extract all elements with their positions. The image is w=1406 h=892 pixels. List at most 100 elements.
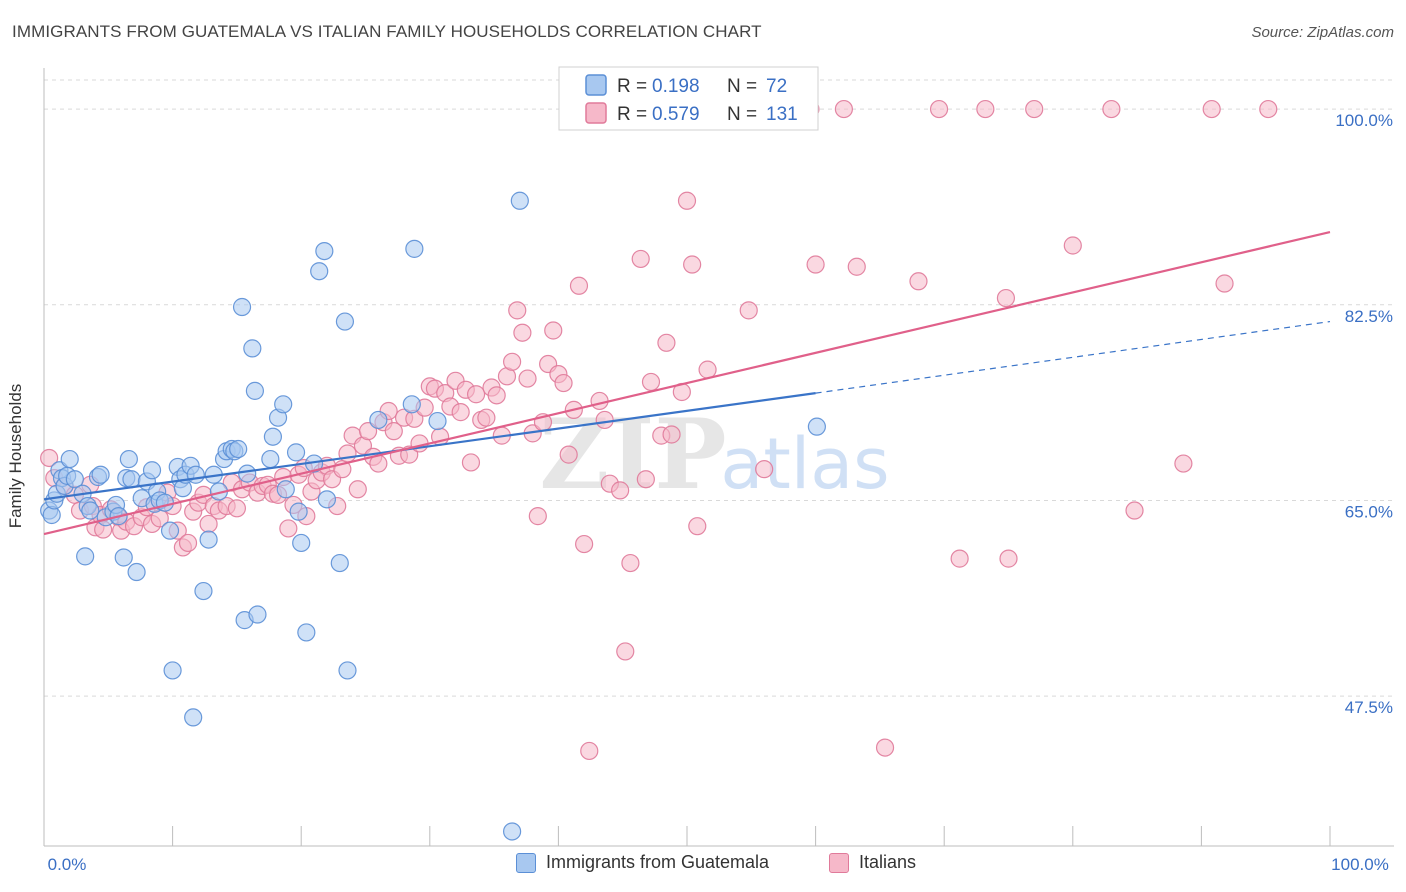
data-point-italians	[451, 403, 470, 422]
data-point-guatemala	[155, 493, 174, 512]
data-point-italians	[641, 372, 661, 392]
data-point-italians	[513, 323, 532, 342]
series-guatemala-points	[40, 191, 826, 841]
legend-label-italians: Italians	[859, 852, 917, 872]
data-point-italians	[621, 553, 640, 573]
data-point-italians	[677, 191, 697, 210]
data-point-guatemala	[335, 312, 355, 331]
y-tick-label: 65.0%	[1345, 502, 1393, 521]
trend-line-guatemala-extrapolated	[815, 320, 1331, 394]
legend-item-italians[interactable]: Italians	[829, 852, 916, 873]
data-point-guatemala	[238, 464, 257, 483]
data-point-italians	[569, 276, 589, 295]
data-point-italians	[1102, 99, 1121, 119]
legend-n-value: 131	[766, 104, 798, 125]
data-point-italians	[950, 549, 969, 568]
legend-r-label: R =	[617, 104, 647, 125]
data-point-italians	[616, 642, 635, 661]
series-italians-points	[40, 99, 1278, 761]
data-point-italians	[688, 517, 707, 536]
data-point-guatemala	[263, 427, 283, 446]
data-point-italians	[544, 321, 563, 340]
data-point-guatemala	[127, 562, 146, 582]
data-point-italians	[503, 352, 522, 371]
axes	[43, 68, 1394, 847]
data-point-guatemala	[310, 262, 329, 281]
data-point-guatemala	[315, 241, 334, 261]
data-point-guatemala	[317, 490, 337, 509]
data-point-italians	[739, 301, 758, 320]
watermark-atlas: atlas	[720, 423, 889, 505]
y-tick-label: 82.5%	[1345, 307, 1393, 326]
data-point-italians	[508, 301, 527, 320]
data-point-italians	[178, 533, 198, 553]
data-point-guatemala	[76, 547, 95, 566]
data-point-italians	[528, 507, 547, 526]
data-point-italians	[847, 257, 866, 276]
data-point-italians	[466, 385, 486, 404]
legend-swatch-blue	[516, 852, 536, 873]
data-point-guatemala	[91, 465, 110, 484]
data-point-italians	[909, 272, 928, 291]
data-point-italians	[554, 373, 573, 393]
data-point-italians	[698, 360, 717, 379]
legend-item-guatemala[interactable]: Immigrants from Guatemala	[516, 852, 769, 873]
data-point-italians	[461, 453, 481, 472]
data-point-guatemala	[510, 191, 529, 210]
data-point-italians	[657, 333, 676, 352]
source-label: Source: ZipAtlas.com	[1251, 24, 1394, 41]
data-point-guatemala	[60, 449, 79, 469]
legend-swatch-pink	[585, 102, 607, 124]
data-point-italians	[595, 410, 614, 430]
y-tick-label: 47.5%	[1345, 698, 1393, 717]
data-point-italians	[559, 445, 578, 464]
data-point-italians	[477, 408, 496, 427]
data-point-guatemala	[503, 822, 522, 841]
data-point-italians	[875, 738, 895, 757]
data-point-guatemala	[274, 395, 293, 414]
data-point-guatemala	[286, 443, 306, 462]
data-point-italians	[1259, 99, 1278, 119]
data-point-guatemala	[184, 708, 203, 727]
data-point-italians	[518, 369, 537, 388]
data-point-italians	[40, 448, 59, 468]
data-point-guatemala	[245, 381, 265, 400]
data-point-guatemala	[428, 411, 447, 431]
data-point-guatemala	[81, 501, 100, 520]
data-point-italians	[683, 255, 702, 274]
legend-swatch-blue	[585, 74, 607, 96]
legend-label-guatemala: Immigrants from Guatemala	[546, 852, 770, 872]
watermark: ZIP atlas	[539, 398, 889, 511]
data-point-italians	[1025, 99, 1044, 119]
legend-r-value: 0.198	[652, 76, 700, 97]
data-point-italians	[996, 288, 1016, 308]
data-point-italians	[384, 422, 403, 441]
data-point-italians	[279, 519, 298, 538]
data-point-guatemala	[114, 548, 133, 567]
y-tick-label: 100.0%	[1335, 111, 1393, 130]
data-point-guatemala	[297, 623, 316, 642]
trend-line-italians	[43, 231, 1331, 536]
data-point-italians	[611, 481, 630, 500]
data-point-guatemala	[261, 449, 280, 469]
data-point-guatemala	[276, 480, 295, 499]
data-point-guatemala	[142, 461, 162, 480]
data-point-guatemala	[119, 449, 138, 469]
legend-r-value: 0.579	[652, 104, 700, 125]
data-point-guatemala	[338, 661, 357, 680]
legend-n-value: 72	[766, 76, 787, 97]
data-point-italians	[834, 99, 853, 119]
legend-box: R = 0.198 N = 72 R = 0.579 N = 131	[558, 66, 819, 131]
data-point-guatemala	[807, 417, 826, 436]
legend-n-label: N =	[727, 76, 757, 97]
tick-labels: 47.5% 65.0% 82.5% 100.0% 0.0% 100.0%	[48, 111, 1393, 874]
legend-swatch-pink	[829, 852, 849, 873]
legend-n-label: N =	[727, 104, 757, 125]
data-point-guatemala	[199, 530, 218, 549]
data-point-italians	[348, 480, 367, 499]
x-tick-label-min: 0.0%	[48, 855, 87, 874]
data-point-guatemala	[292, 533, 311, 553]
trend-lines	[43, 231, 1331, 536]
data-point-italians	[487, 386, 506, 405]
